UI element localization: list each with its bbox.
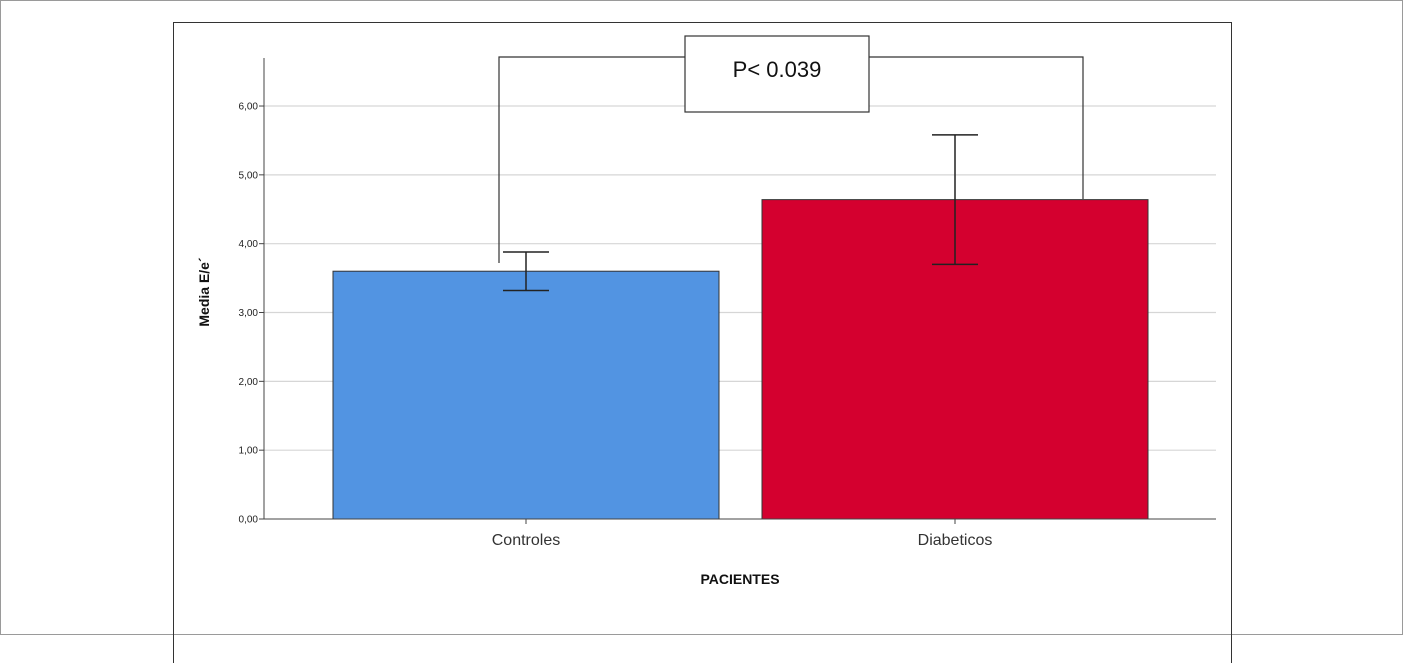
significance-bracket bbox=[498, 56, 1084, 263]
y-tick-label: 0,00 bbox=[239, 515, 259, 526]
y-tick-label: 6,00 bbox=[239, 102, 259, 113]
axes bbox=[263, 58, 1216, 524]
y-axis-title: Media E/e´ bbox=[196, 257, 212, 327]
y-tick-label: 1,00 bbox=[239, 446, 259, 457]
p-value-label: P< 0.039 bbox=[733, 57, 822, 82]
bar-chart: 0,00 1,00 2,00 3,00 4,00 5,00 6,00 Controles Di… bbox=[196, 35, 1216, 587]
y-tick-label: 4,00 bbox=[239, 239, 259, 250]
x-axis-title: PACIENTES bbox=[700, 571, 779, 587]
x-category-labels: Controles Diabeticos bbox=[492, 532, 993, 549]
bracket-right bbox=[869, 56, 1084, 199]
bracket-left bbox=[498, 56, 685, 263]
error-bars bbox=[503, 134, 978, 292]
p-value-box bbox=[684, 35, 870, 113]
bars bbox=[332, 199, 1149, 520]
y-tick-label: 3,00 bbox=[239, 308, 259, 319]
bar-controles bbox=[332, 270, 720, 520]
x-category-label: Controles bbox=[492, 532, 560, 549]
y-tick-label: 5,00 bbox=[239, 170, 259, 181]
x-category-label: Diabeticos bbox=[918, 532, 993, 549]
chart-frame bbox=[173, 22, 1232, 663]
y-tick-label: 2,00 bbox=[239, 377, 259, 388]
y-tick-labels: 0,00 1,00 2,00 3,00 4,00 5,00 6,00 bbox=[239, 102, 264, 526]
